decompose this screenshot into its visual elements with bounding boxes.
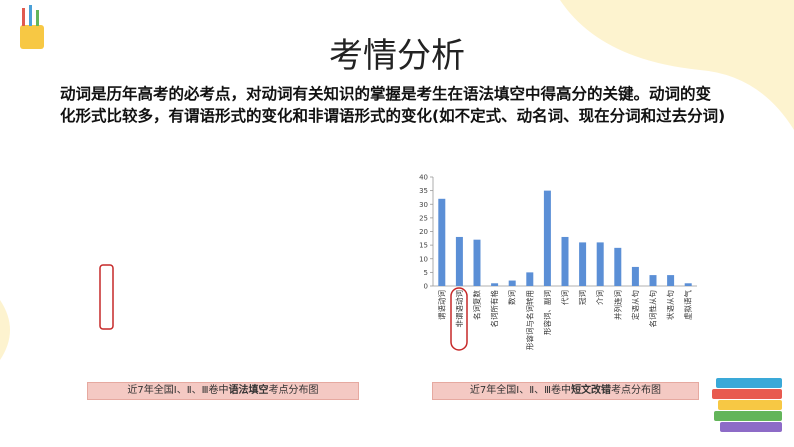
books-icon [712, 378, 782, 432]
y-tick-label: 35 [419, 187, 428, 195]
caption-text: 近7年全国Ⅰ、Ⅱ、Ⅲ卷中 [469, 385, 572, 396]
paragraph-line: 动词是历年高考的必考点，对动词有关知识的掌握是考生在语法填空中得高分的关键。动词… [60, 85, 712, 103]
y-tick-label: 15 [419, 242, 428, 250]
slide-title: 考情分析 [329, 36, 465, 76]
y-tick-label: 20 [419, 228, 428, 236]
bar [455, 236, 463, 286]
x-tick-label: 冠词 [578, 290, 587, 305]
bar [473, 239, 481, 286]
x-tick-label: 名词所有格 [489, 290, 499, 328]
y-tick-label: 10 [419, 255, 428, 263]
caption-text: 近7年全国Ⅰ、Ⅱ、Ⅲ卷中 [127, 385, 229, 396]
highlight-oval [450, 287, 468, 351]
x-tick-label: 数词 [507, 290, 517, 305]
paragraph-line: 化形式比较多，有谓语形式的变化和非谓语形式的变化(如不定式、动名词、现在分词和过… [60, 107, 726, 125]
corner-blob [560, 0, 794, 130]
x-tick-label: 定语从句 [630, 290, 640, 320]
y-tick-label: 0 [424, 283, 428, 291]
y-tick-label: 40 [419, 174, 428, 182]
side-blob [0, 300, 10, 360]
caption-text: 短文改错 [571, 385, 612, 396]
bar [491, 283, 499, 286]
bar [631, 266, 639, 286]
bar [614, 247, 622, 286]
caption-text: 考点分布图 [611, 385, 662, 396]
bar [649, 275, 657, 286]
x-tick-label: 状语从句 [665, 290, 675, 320]
x-tick-label: 代词 [560, 290, 570, 305]
caption: 近7年全国Ⅰ、Ⅱ、Ⅲ卷中短文改错考点分布图 [432, 382, 699, 400]
x-tick-label: 虚拟语气 [683, 290, 693, 320]
x-tick-label: 形容词、副词 [542, 290, 552, 335]
x-tick-label: 名词复数 [472, 290, 482, 320]
highlight-box [99, 264, 114, 330]
bar [438, 198, 446, 286]
bar [508, 280, 516, 286]
x-tick-label: 非谓语动词 [454, 290, 464, 328]
bar [561, 236, 569, 286]
caption: 近7年全国Ⅰ、Ⅱ、Ⅲ卷中语法填空考点分布图 [87, 382, 359, 400]
pencil-cup-icon [20, 5, 44, 49]
caption-text: 考点分布图 [268, 385, 319, 396]
bar [684, 283, 692, 286]
bar [579, 242, 587, 286]
y-tick-label: 25 [419, 214, 428, 222]
caption-text: 语法填空 [228, 385, 269, 396]
bar [667, 275, 675, 286]
y-tick-label: 30 [419, 201, 428, 209]
x-tick-label: 谓语动词 [436, 290, 446, 320]
bar [596, 242, 604, 286]
chart: 0 5 10 15 20 25 30 35 40 谓语动词 非谓语动词 名词复数 名词所有格 数词 形容词与… [419, 174, 697, 350]
y-tick-label: 5 [424, 269, 428, 277]
x-tick-label: 形容词与名词转用 [524, 290, 534, 350]
bar [543, 190, 551, 286]
x-tick-label: 名词性从句 [648, 290, 658, 328]
x-tick-label: 介词 [596, 290, 605, 305]
x-tick-label: 并列连词 [612, 290, 622, 320]
bar [526, 272, 534, 286]
